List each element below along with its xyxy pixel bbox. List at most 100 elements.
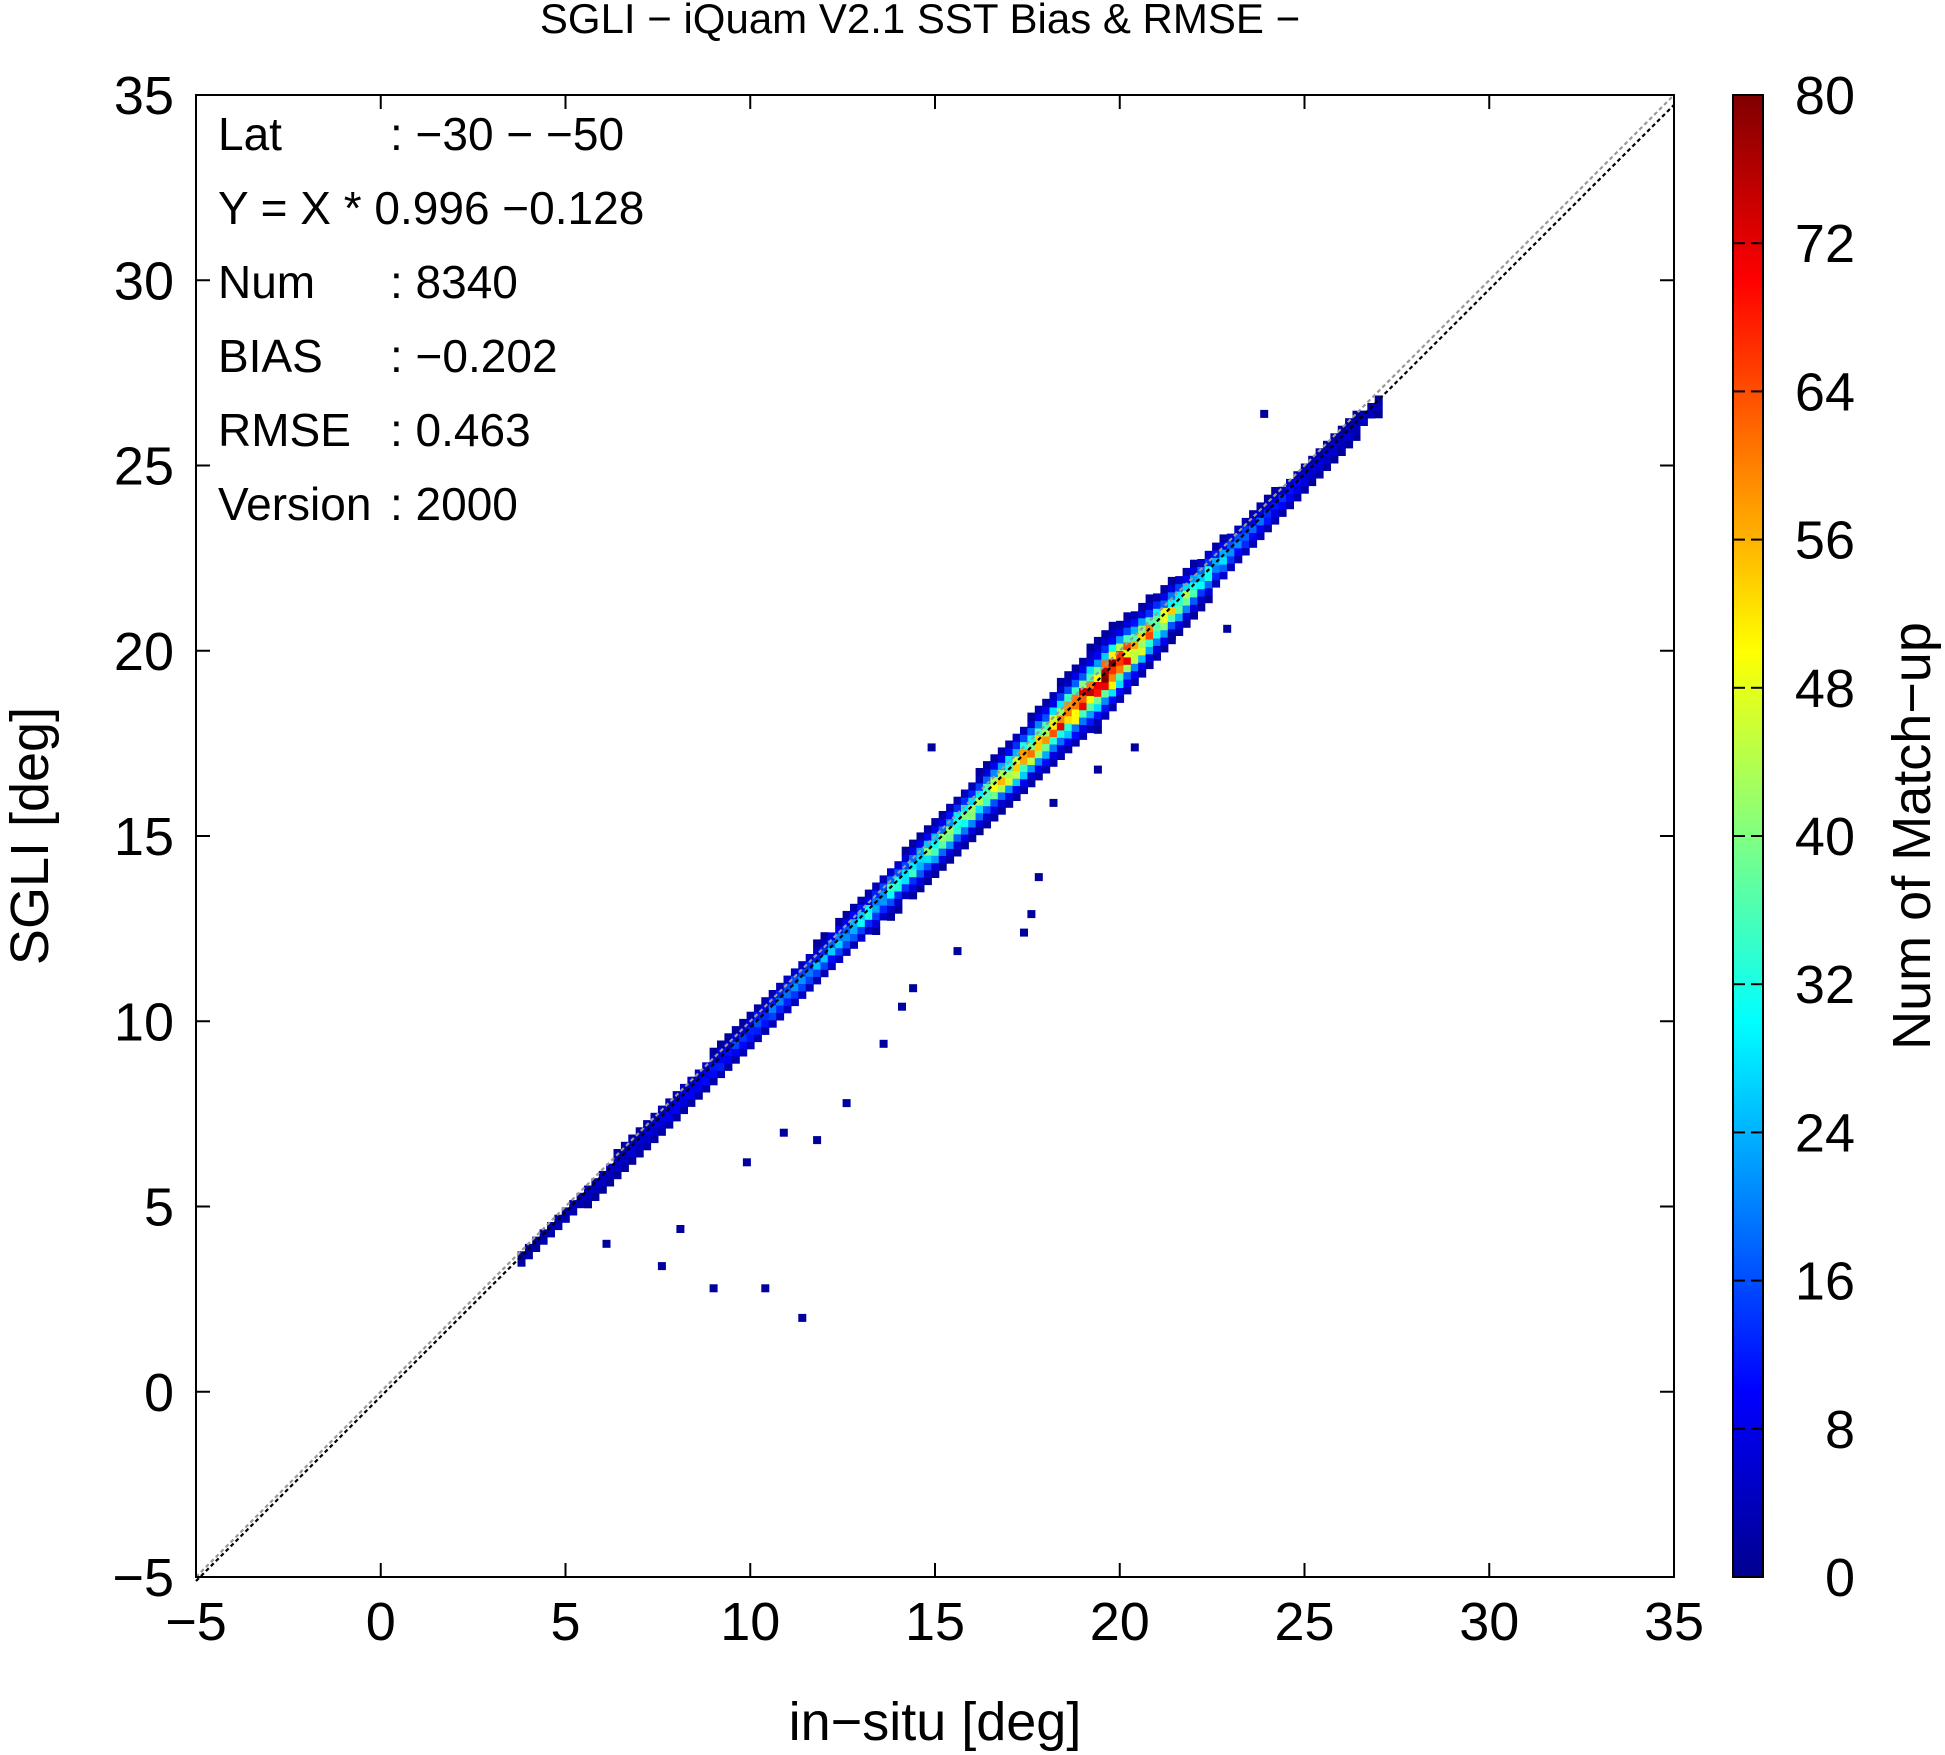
density-cell <box>746 1011 755 1020</box>
density-cell <box>916 869 925 878</box>
x-axis-ticks: −5 0 5 10 15 20 25 30 35 <box>165 95 1704 1652</box>
density-cell <box>1042 765 1051 774</box>
density-cell <box>1005 748 1014 756</box>
regression-line <box>195 104 1675 1582</box>
colorbar-ticks: 0 8 16 24 32 40 48 56 64 72 80 <box>1733 66 1855 1608</box>
density-cell <box>1086 673 1095 682</box>
density-cell <box>1034 765 1043 773</box>
density-cell <box>1130 626 1139 635</box>
density-cell <box>1241 517 1250 526</box>
density-cell <box>1108 629 1117 638</box>
density-cell <box>1323 455 1331 464</box>
density-cell <box>983 813 991 821</box>
density-cell <box>1160 644 1169 653</box>
density-cell <box>1027 757 1036 765</box>
density-cell <box>1101 652 1110 661</box>
density-cell <box>1352 410 1361 419</box>
density-cell <box>798 976 807 984</box>
density-cell <box>1005 792 1014 801</box>
density-cell <box>1012 755 1021 764</box>
density-cell <box>938 855 947 864</box>
density-cell <box>1101 689 1110 698</box>
density-cell <box>1116 620 1125 629</box>
density-cell <box>1153 623 1161 632</box>
density-cell <box>1226 533 1235 542</box>
outlier-cell <box>1223 624 1232 633</box>
density-cell <box>901 883 910 892</box>
density-cell <box>790 968 799 977</box>
density-cell <box>960 811 969 820</box>
density-cell <box>820 954 829 963</box>
density-cell <box>1020 734 1028 743</box>
density-cell <box>1079 694 1088 703</box>
density-cell <box>783 983 792 991</box>
density-cell <box>1123 619 1132 628</box>
density-cell <box>850 933 858 942</box>
density-cell <box>650 1112 659 1121</box>
density-cell <box>1263 494 1272 503</box>
density-cell <box>938 848 947 856</box>
density-cell <box>643 1142 652 1151</box>
density-cell <box>1145 653 1154 662</box>
density-cell <box>1034 713 1043 722</box>
density-cell <box>672 1098 681 1107</box>
y-tick-label: −5 <box>112 1548 174 1608</box>
density-cell <box>916 839 925 848</box>
density-cell <box>916 862 925 871</box>
density-cell <box>709 1077 718 1086</box>
density-cell <box>1064 745 1073 754</box>
density-cell <box>1190 582 1198 590</box>
density-cell <box>1167 621 1176 630</box>
x-tick-label: 15 <box>905 1592 965 1652</box>
density-cell <box>1116 680 1125 688</box>
density-cell <box>1020 763 1028 772</box>
density-cell <box>724 1055 733 1064</box>
density-cell <box>1116 694 1125 703</box>
density-cell <box>827 939 836 948</box>
density-cell <box>1175 628 1184 636</box>
density-cell <box>1093 636 1102 645</box>
density-cell <box>946 811 955 820</box>
density-cell <box>1012 778 1021 787</box>
density-cell <box>1345 425 1354 434</box>
density-cell <box>1064 693 1073 702</box>
density-cell <box>1042 706 1051 715</box>
density-cell <box>1130 633 1139 642</box>
density-cell <box>857 933 866 942</box>
y-tick-label: 20 <box>114 622 174 682</box>
density-cell <box>1138 654 1147 663</box>
y-tick-label: 0 <box>144 1363 174 1423</box>
density-cell <box>1153 630 1161 639</box>
stat-label: Lat <box>218 108 282 160</box>
density-cell <box>835 932 844 941</box>
density-cell <box>1027 742 1036 751</box>
density-cell <box>731 1026 740 1035</box>
density-cell <box>938 811 947 819</box>
density-cell <box>1204 550 1213 559</box>
density-cell <box>584 1200 592 1209</box>
density-cell <box>1197 581 1206 590</box>
density-cell <box>960 834 969 842</box>
density-cell <box>790 975 799 984</box>
density-cell <box>938 840 947 849</box>
colorbar-tick-label: 64 <box>1795 362 1855 422</box>
stat-value: : −30 − −50 <box>390 108 624 160</box>
density-cell <box>1071 686 1080 695</box>
density-cell <box>857 926 866 935</box>
density-cell <box>1108 681 1117 689</box>
density-cell <box>598 1178 607 1187</box>
density-cell <box>532 1244 541 1252</box>
density-cell <box>909 876 918 885</box>
density-cell <box>1071 731 1080 740</box>
outlier-cell <box>1020 928 1028 937</box>
density-cell <box>1293 486 1302 494</box>
density-cell <box>613 1171 622 1180</box>
density-cell <box>1182 619 1191 628</box>
density-cell <box>820 932 829 941</box>
density-cell <box>1160 637 1169 645</box>
density-cell <box>1130 648 1139 657</box>
density-cell <box>1005 785 1014 793</box>
density-cell <box>1034 720 1043 729</box>
density-cell <box>1219 534 1228 543</box>
density-cell <box>1182 605 1191 613</box>
